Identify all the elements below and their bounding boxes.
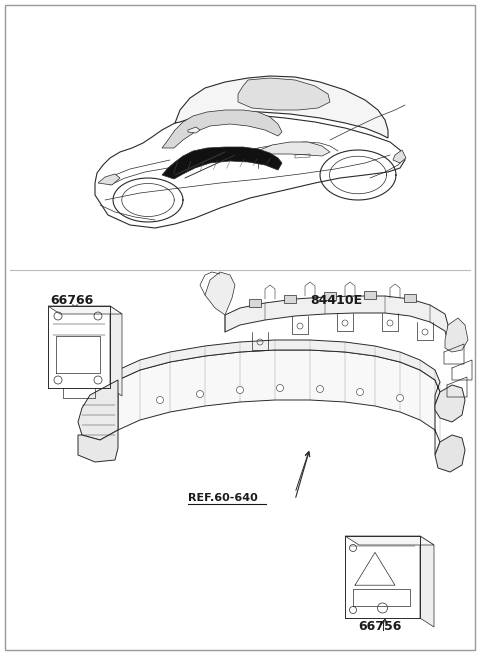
- Polygon shape: [345, 536, 434, 545]
- Bar: [284, 295, 296, 303]
- Polygon shape: [435, 435, 465, 472]
- Polygon shape: [238, 78, 330, 110]
- Polygon shape: [260, 142, 330, 156]
- Text: 66756: 66756: [358, 620, 401, 633]
- Polygon shape: [78, 380, 118, 440]
- Bar: [324, 292, 336, 300]
- Polygon shape: [98, 174, 120, 185]
- Polygon shape: [393, 150, 406, 163]
- Circle shape: [276, 384, 284, 392]
- Polygon shape: [175, 76, 388, 138]
- Text: REF.60-640: REF.60-640: [188, 493, 258, 503]
- Polygon shape: [118, 340, 440, 405]
- Circle shape: [357, 388, 363, 396]
- Text: 84410E: 84410E: [310, 293, 362, 307]
- Polygon shape: [78, 430, 118, 462]
- Polygon shape: [225, 296, 448, 342]
- Polygon shape: [188, 127, 200, 133]
- Polygon shape: [118, 350, 440, 455]
- Circle shape: [156, 396, 164, 403]
- Polygon shape: [110, 306, 122, 396]
- Polygon shape: [48, 306, 122, 314]
- Circle shape: [237, 386, 243, 394]
- Text: 66766: 66766: [50, 293, 93, 307]
- Circle shape: [196, 390, 204, 398]
- Polygon shape: [95, 114, 405, 228]
- Circle shape: [316, 386, 324, 392]
- Bar: [404, 294, 416, 302]
- Polygon shape: [435, 385, 465, 422]
- Polygon shape: [162, 110, 282, 148]
- Polygon shape: [205, 272, 235, 315]
- Polygon shape: [162, 147, 282, 179]
- Bar: [249, 299, 261, 307]
- Polygon shape: [420, 536, 434, 627]
- Bar: [364, 291, 376, 299]
- Polygon shape: [445, 318, 468, 352]
- Circle shape: [396, 394, 404, 402]
